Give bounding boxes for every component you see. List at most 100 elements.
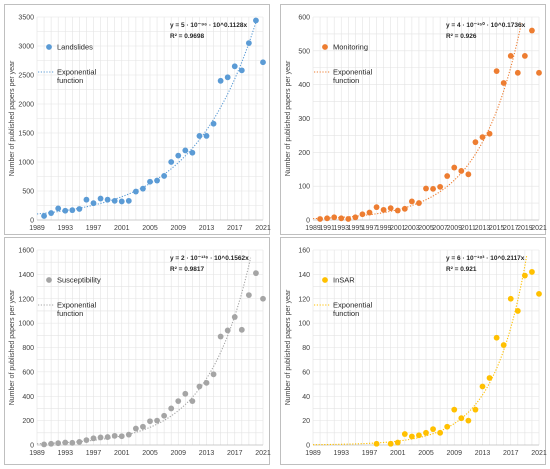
susceptibility-data-point [253,270,259,277]
equation-label: y = 5 · 10⁻⁹⁶ · 10^0.1128x [170,21,247,29]
insar-data-point [493,334,500,341]
landslides-data-point [55,205,62,212]
insar-data-point [507,295,514,302]
susceptibility-data-point [118,433,125,440]
insar-data-point [394,439,401,446]
insar-data-point [458,415,465,422]
x-tick-label: 2007 [432,225,448,232]
monitoring-data-point [394,207,401,214]
x-tick-label: 1991 [319,225,335,232]
y-tick-label: 500 [22,189,34,196]
y-tick-label: 140 [298,272,310,279]
insar-chart-panel: 0 20 40 60 80 100 120 140 160 1989 1993 1997 2001 200… [280,237,547,465]
landslides-data-point [238,67,245,74]
monitoring-data-point [437,183,444,190]
monitoring-data-point [444,173,451,179]
susceptibility-data-point [62,439,69,446]
x-tick-label: 2009 [446,450,462,457]
y-tick-label: 200 [298,150,310,157]
y-tick-label: 0 [306,218,310,225]
insar-data-point [401,431,408,437]
monitoring-data-point [465,171,472,178]
x-tick-label: 1995 [348,225,364,232]
susceptibility-data-point [210,371,217,378]
susceptibility-data-point [217,333,224,340]
landslides-data-point [196,133,203,139]
susceptibility-data-point [189,398,196,405]
x-tick-label: 2009 [446,225,462,232]
landslides-data-point [62,207,69,214]
y-axis-label: Number of published papers per year [285,60,292,176]
landslides-data-point [260,59,266,66]
x-tick-label: 2009 [170,225,186,232]
y-tick-label: 40 [302,394,310,401]
x-tick-label: 1993 [333,225,349,232]
insar-data-point [536,290,542,297]
insar-data-point [472,406,479,413]
landslides-data-point [189,149,196,156]
y-tick-label: 0 [306,443,310,450]
susceptibility-trendline [36,257,252,445]
x-tick-label: 2011 [461,225,476,232]
legend-exponential-label: Exponential [333,68,373,77]
susceptibility-data-point [196,383,203,390]
x-tick-label: 1997 [362,225,378,232]
insar-data-point [373,440,380,447]
monitoring-data-point [366,209,373,216]
x-tick-label: 2005 [142,225,158,232]
monitoring-data-point [373,204,380,211]
legend-exponential-label: Exponential [57,301,97,310]
equation-label: y = 2 · 10⁻¹³⁶ · 10^0.1562x [170,254,249,262]
monitoring-data-point [359,211,366,218]
susceptibility-data-point [147,418,153,425]
y-tick-label: 1000 [18,321,34,328]
y-axis-label: Number of published papers per year [9,60,16,176]
insar-data-point [486,375,493,381]
insar-data-point [465,417,472,424]
susceptibility-chart-panel: 0 200 400 600 800 1000 1200 1400 1600 1989 1993 199… [4,237,271,465]
monitoring-data-point [380,206,387,213]
x-tick-label: 1993 [57,225,73,232]
susceptibility-data-point [260,295,266,302]
x-tick-label: 2001 [390,450,406,457]
insar-data-point [444,423,451,430]
landslides-data-point [125,197,132,204]
landslides-data-point [253,17,259,24]
landslides-chart-panel: 0 500 1000 1500 2000 2500 3000 3500 1989 1993 1997… [4,4,271,235]
x-tick-label: 1989 [305,450,321,457]
x-tick-label: 1989 [29,450,45,457]
susceptibility-data-point [48,440,55,447]
y-tick-label: 120 [298,296,310,303]
monitoring-data-point [486,130,493,137]
legend-marker [46,277,52,283]
monitoring-data-point [472,139,479,146]
monitoring-data-point [493,68,500,75]
legend-function-label: function [333,76,359,85]
insar-chart-svg: 0 20 40 60 80 100 120 140 160 1989 1993 1997 2001 200… [285,248,547,458]
landslides-data-point [161,173,168,179]
insar-data-point [437,429,444,436]
y-tick-label: 600 [22,369,34,376]
x-tick-label: 2003 [404,225,420,232]
equation-label: y = 6 · 10⁻¹⁸³ · 10^0.2117x [446,254,525,262]
susceptibility-data-point [161,412,168,419]
x-tick-label: 2021 [531,450,547,457]
y-tick-label: 1200 [18,296,34,303]
monitoring-data-point [521,53,528,59]
y-tick-label: 0 [30,218,34,225]
susceptibility-data-point [245,292,252,298]
insar-data-point [514,308,521,314]
y-tick-label: 2000 [18,102,34,109]
y-tick-label: 60 [302,369,310,376]
landslides-data-point [182,147,189,154]
monitoring-data-point [338,215,345,222]
landslides-data-point [90,200,97,207]
monitoring-chart-svg: 0 100 200 300 400 500 600 198919911993199519971… [285,15,547,233]
insar-data-point [408,433,415,440]
legend-marker [322,277,328,283]
y-tick-label: 600 [298,15,310,22]
landslides-data-point [154,177,160,184]
insar-data-point [521,272,528,279]
landslides-data-point [140,185,146,192]
